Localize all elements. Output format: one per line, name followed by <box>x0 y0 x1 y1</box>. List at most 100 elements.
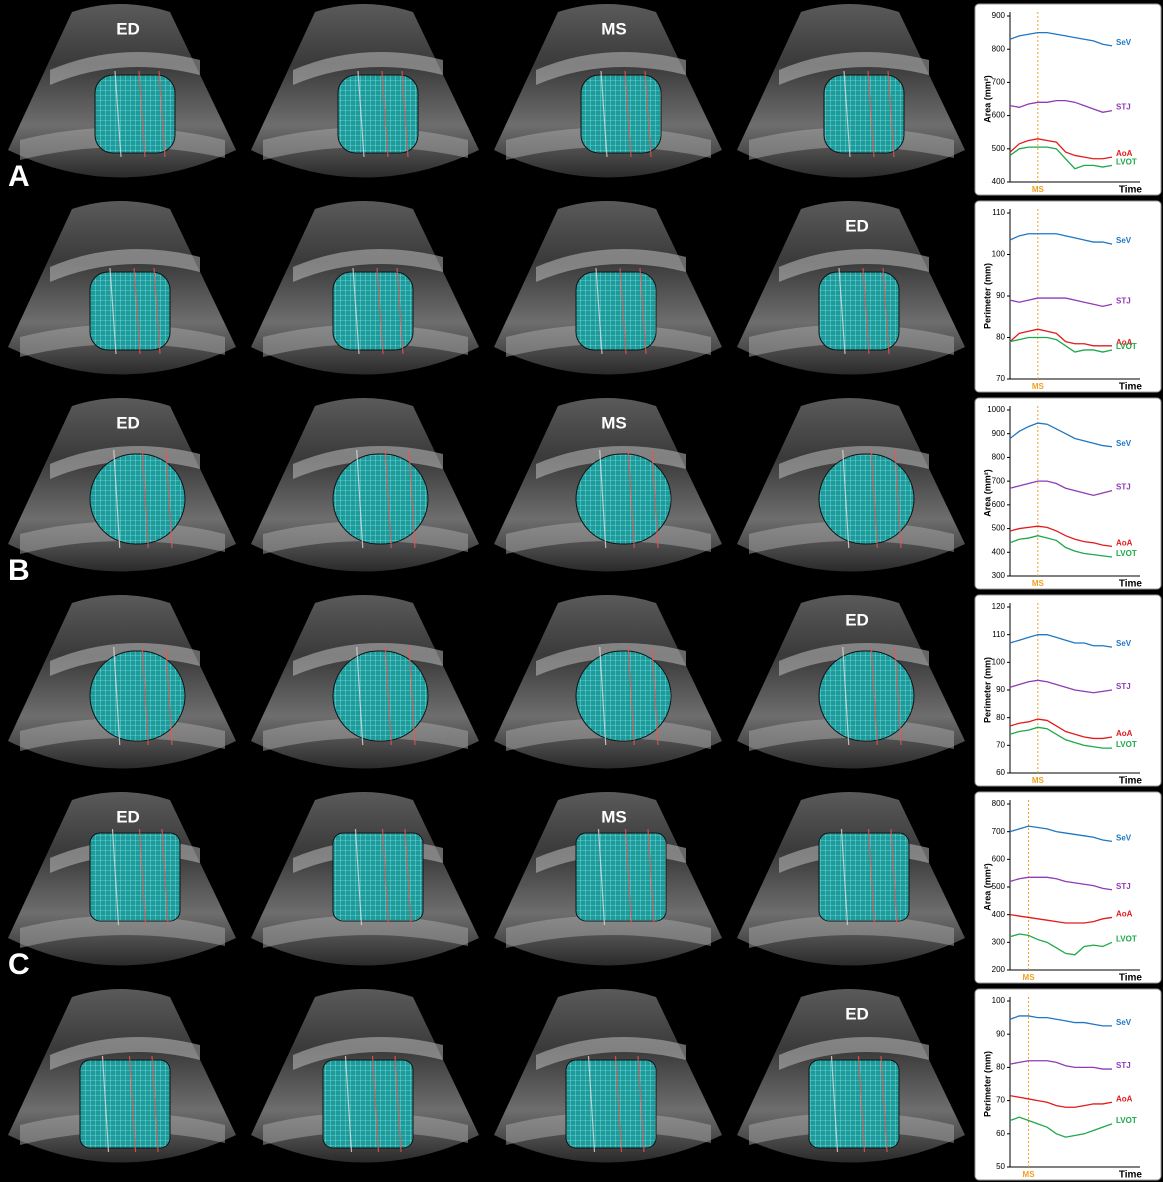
y-axis-label: Area (mm²) <box>982 469 992 517</box>
frame-label: MS <box>601 19 627 38</box>
y-tick-label: 80 <box>996 333 1005 342</box>
ms-label: MS <box>1032 382 1045 391</box>
aortic-mesh <box>581 75 661 153</box>
y-tick-label: 90 <box>996 291 1005 300</box>
y-tick-label: 400 <box>992 177 1006 186</box>
y-tick-label: 80 <box>996 713 1005 722</box>
y-tick-label: 60 <box>996 768 1005 777</box>
aortic-mesh <box>90 272 170 350</box>
y-axis-label: Perimeter (mm) <box>982 657 992 723</box>
y-tick-label: 110 <box>992 630 1005 639</box>
y-tick-label: 100 <box>992 996 1006 1005</box>
series-label: AoA <box>1116 1094 1133 1103</box>
chart-box <box>975 989 1161 1180</box>
y-tick-label: 400 <box>992 547 1006 556</box>
ms-label: MS <box>1023 973 1036 982</box>
frame-label: ED <box>845 1004 869 1023</box>
y-tick-label: 600 <box>992 111 1006 120</box>
y-axis-label: Area (mm²) <box>982 75 992 123</box>
y-tick-label: 80 <box>996 1063 1005 1072</box>
aortic-mesh <box>333 272 413 350</box>
ms-label: MS <box>1023 1170 1036 1179</box>
x-axis-label: Time <box>1119 1170 1143 1181</box>
series-label: AoA <box>1116 910 1133 919</box>
y-tick-label: 500 <box>992 144 1006 153</box>
x-axis-label: Time <box>1119 776 1143 787</box>
y-axis-label: Perimeter (mm) <box>982 263 992 329</box>
y-tick-label: 700 <box>992 78 1006 87</box>
x-axis-label: Time <box>1119 382 1143 393</box>
y-tick-label: 70 <box>996 374 1005 383</box>
y-tick-label: 1000 <box>987 405 1005 414</box>
series-label: SeV <box>1116 38 1132 47</box>
x-axis-label: Time <box>1119 579 1143 590</box>
y-tick-label: 200 <box>992 965 1006 974</box>
panel-label: B <box>8 554 30 587</box>
y-tick-label: 100 <box>992 657 1006 666</box>
y-tick-label: 70 <box>996 1096 1005 1105</box>
aortic-mesh <box>338 75 418 153</box>
y-tick-label: 800 <box>992 799 1006 808</box>
series-label: AoA <box>1116 538 1133 547</box>
series-label: SeV <box>1116 833 1132 842</box>
chart-box <box>975 398 1161 589</box>
y-tick-label: 500 <box>992 882 1006 891</box>
frame-label: ED <box>116 807 140 826</box>
aortic-mesh <box>576 272 656 350</box>
y-tick-label: 900 <box>992 429 1006 438</box>
y-tick-label: 50 <box>996 1162 1005 1171</box>
series-label: LVOT <box>1116 934 1137 943</box>
y-axis-label: Area (mm²) <box>982 863 992 911</box>
series-label: LVOT <box>1116 158 1137 167</box>
aortic-mesh <box>824 75 904 153</box>
frame-label: MS <box>601 413 627 432</box>
series-label: SeV <box>1116 1018 1132 1027</box>
x-axis-label: Time <box>1119 185 1143 196</box>
series-label: STJ <box>1116 103 1131 112</box>
panel-label: A <box>8 160 30 193</box>
series-label: LVOT <box>1116 549 1137 558</box>
series-label: LVOT <box>1116 740 1137 749</box>
frame-label: ED <box>845 610 869 629</box>
aortic-mesh <box>819 272 899 350</box>
y-tick-label: 700 <box>992 827 1006 836</box>
series-label: SeV <box>1116 639 1132 648</box>
ms-label: MS <box>1032 776 1045 785</box>
series-label: STJ <box>1116 682 1131 691</box>
aortic-mesh <box>95 75 175 153</box>
y-tick-label: 600 <box>992 854 1006 863</box>
frame-label: ED <box>116 19 140 38</box>
series-label: STJ <box>1116 296 1131 305</box>
frame-label: MS <box>601 807 627 826</box>
x-axis-label: Time <box>1119 973 1143 984</box>
series-label: AoA <box>1116 729 1133 738</box>
y-tick-label: 90 <box>996 1029 1005 1038</box>
series-label: LVOT <box>1116 1116 1137 1125</box>
series-label: STJ <box>1116 1061 1131 1070</box>
y-tick-label: 900 <box>992 11 1006 20</box>
y-tick-label: 500 <box>992 524 1006 533</box>
y-tick-label: 110 <box>992 208 1005 217</box>
series-label: LVOT <box>1116 342 1137 351</box>
y-tick-label: 60 <box>996 1129 1005 1138</box>
y-tick-label: 400 <box>992 910 1006 919</box>
ms-label: MS <box>1032 185 1045 194</box>
y-tick-label: 700 <box>992 476 1006 485</box>
panel-label: C <box>8 948 30 981</box>
y-axis-label: Perimeter (mm) <box>982 1051 992 1117</box>
y-tick-label: 800 <box>992 453 1006 462</box>
y-tick-label: 100 <box>992 250 1006 259</box>
y-tick-label: 300 <box>992 937 1006 946</box>
y-tick-label: 70 <box>996 740 1005 749</box>
page: EDMSEDEDMSEDEDMSEDABC400500600700800900A… <box>0 0 1163 1182</box>
series-label: STJ <box>1116 882 1131 891</box>
frame-label: ED <box>845 216 869 235</box>
y-tick-label: 800 <box>992 44 1006 53</box>
y-tick-label: 90 <box>996 685 1005 694</box>
ms-label: MS <box>1032 579 1045 588</box>
y-tick-label: 600 <box>992 500 1006 509</box>
figure: EDMSEDEDMSEDEDMSEDABC400500600700800900A… <box>0 0 1163 1182</box>
y-tick-label: 300 <box>992 571 1006 580</box>
series-label: SeV <box>1116 439 1132 448</box>
series-label: STJ <box>1116 483 1131 492</box>
